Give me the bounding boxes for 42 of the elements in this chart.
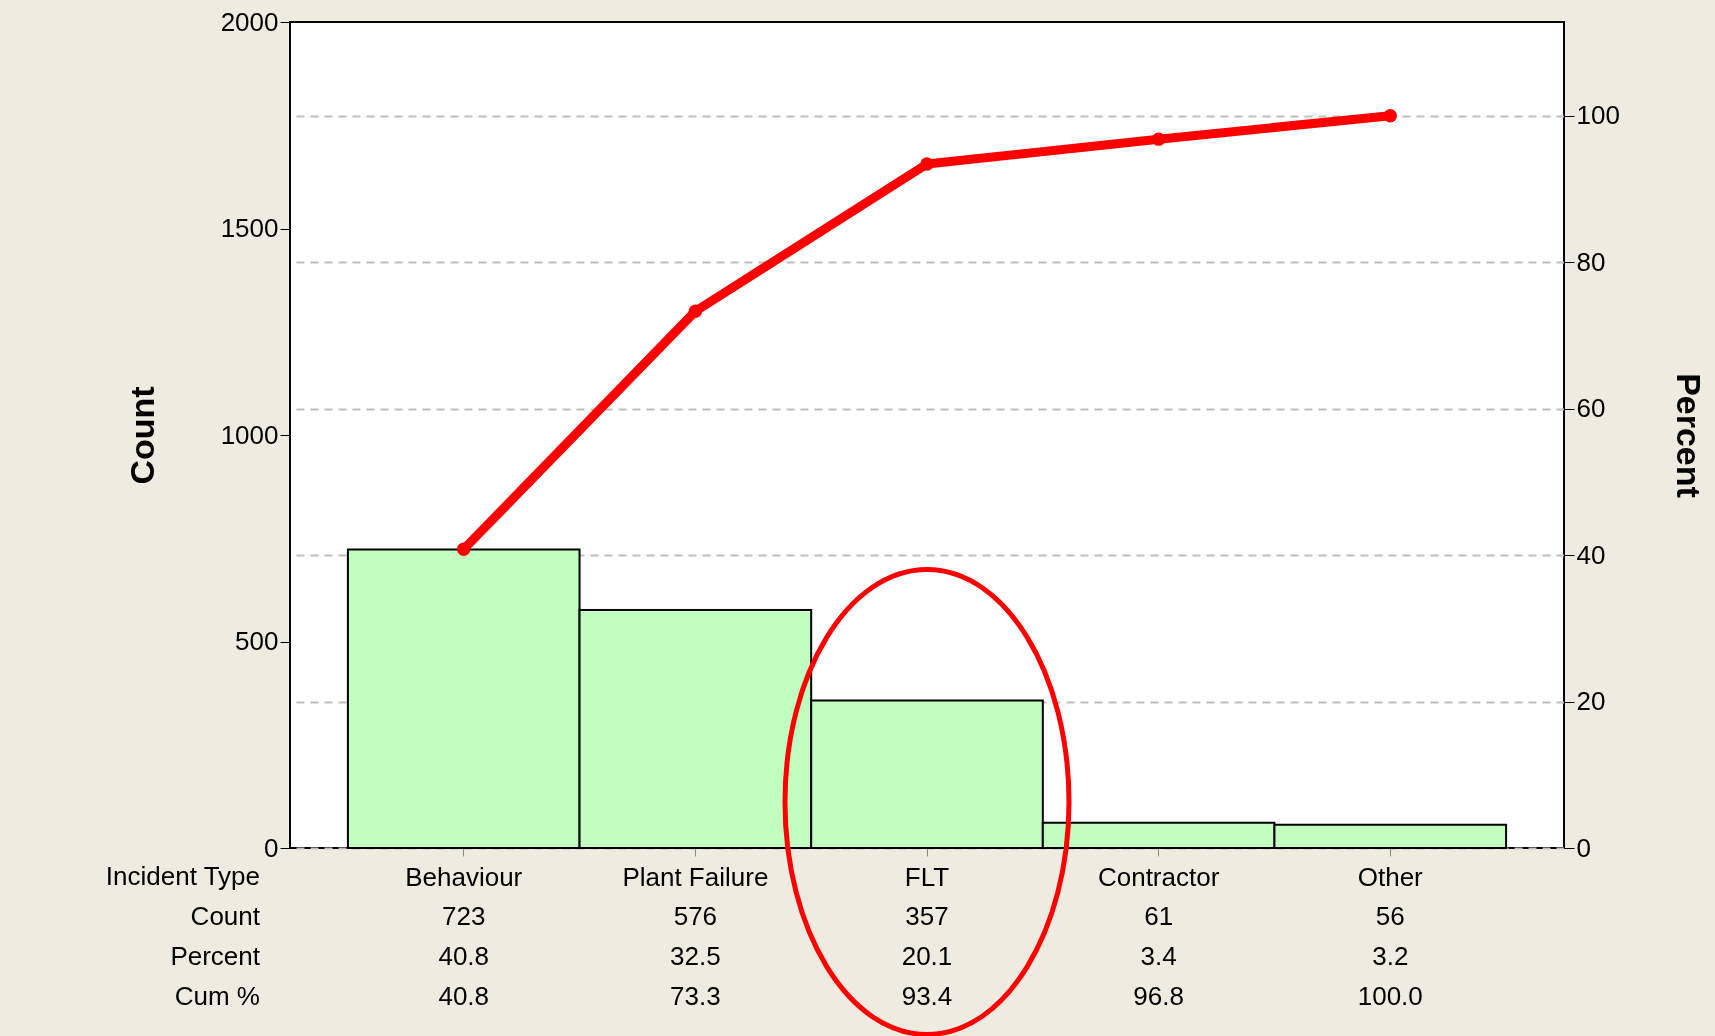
text: 20.1 (901, 941, 953, 971)
data-label: 40.8 (438, 981, 490, 1011)
point (457, 542, 471, 556)
data-label: 96.8 (1133, 981, 1184, 1011)
text: Count (190, 901, 261, 931)
y-tick-label: 500 (235, 626, 279, 656)
x-tick-label: Other (1357, 861, 1424, 892)
point (1151, 132, 1166, 146)
data-label: 576 (673, 901, 718, 931)
x-tick-label: Behaviour (405, 861, 523, 892)
x-axis-title: Incident Type (105, 861, 260, 891)
x-tick-label: Plant Failure (622, 861, 769, 892)
x-tick-label: FLT (904, 861, 950, 892)
y-axis-title: Count (122, 386, 161, 485)
data-label: 93.4 (901, 981, 953, 1011)
text: 3.2 (1372, 941, 1409, 971)
y2-tick-label: 80 (1576, 246, 1606, 277)
y-tick-label: 0 (264, 832, 279, 863)
point (920, 157, 934, 171)
data-label: 723 (442, 901, 486, 931)
text: 32.5 (670, 941, 721, 971)
data-label: 73.3 (670, 981, 721, 1011)
data-label: 61 (1144, 901, 1174, 931)
y-tick-label: 1500 (220, 213, 279, 243)
point (688, 304, 703, 318)
x-tick-label: Contractor (1097, 861, 1220, 892)
data-label: 56 (1375, 901, 1405, 931)
y2-tick-label: 60 (1576, 393, 1606, 424)
text: Cum % (174, 981, 260, 1011)
data-label: 357 (905, 901, 949, 931)
y2-tick-label: 40 (1576, 539, 1606, 570)
y2-tick-label: 20 (1576, 686, 1606, 717)
data-label: 100.0 (1357, 981, 1423, 1011)
point (1383, 109, 1397, 123)
y-tick-label: 2000 (220, 6, 279, 37)
y2-axis-title: Percent (1669, 373, 1708, 498)
y-tick-label: 1000 (220, 419, 279, 450)
y2-tick-label: 100 (1576, 100, 1620, 131)
text: 3.4 (1140, 941, 1177, 971)
text: Percent (170, 941, 261, 971)
text: 40.8 (438, 941, 490, 971)
y2-tick-label: 0 (1576, 832, 1591, 863)
